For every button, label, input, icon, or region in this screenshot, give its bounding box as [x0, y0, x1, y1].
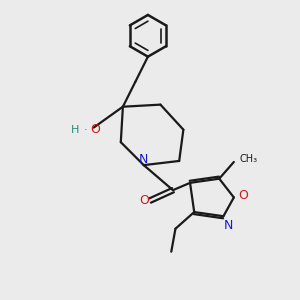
Text: N: N: [139, 153, 148, 167]
Text: O: O: [238, 189, 248, 202]
Text: O: O: [91, 123, 100, 136]
Text: ·: ·: [83, 125, 87, 135]
Text: H: H: [71, 125, 79, 135]
Text: N: N: [224, 219, 233, 232]
Text: CH₃: CH₃: [239, 154, 257, 164]
Text: O: O: [139, 194, 149, 207]
